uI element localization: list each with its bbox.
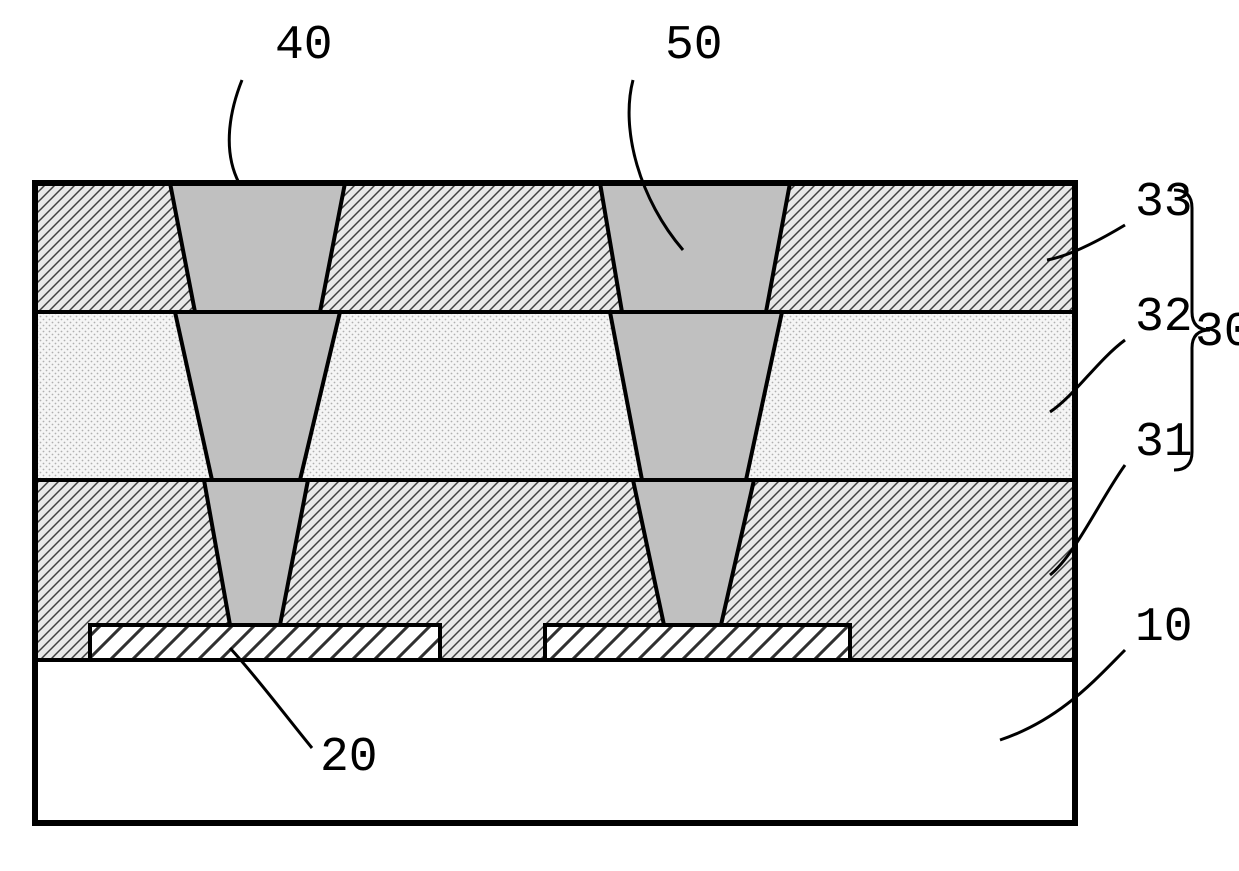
label-30: 30 <box>1195 306 1239 360</box>
label-10: 10 <box>1135 601 1193 655</box>
electrode-1 <box>545 625 850 660</box>
label-50: 50 <box>665 19 723 73</box>
via-50-seg-2 <box>600 183 790 312</box>
leader-40 <box>229 80 242 183</box>
label-31: 31 <box>1135 416 1193 470</box>
cross-section-diagram: 10 20 30 31 32 33 40 50 <box>0 0 1239 871</box>
substrate-layer <box>35 660 1075 823</box>
label-33: 33 <box>1135 176 1193 230</box>
via-40-seg-2 <box>170 183 345 312</box>
electrode-0 <box>90 625 440 660</box>
label-40: 40 <box>275 19 333 73</box>
label-32: 32 <box>1135 291 1193 345</box>
label-20: 20 <box>320 731 378 785</box>
